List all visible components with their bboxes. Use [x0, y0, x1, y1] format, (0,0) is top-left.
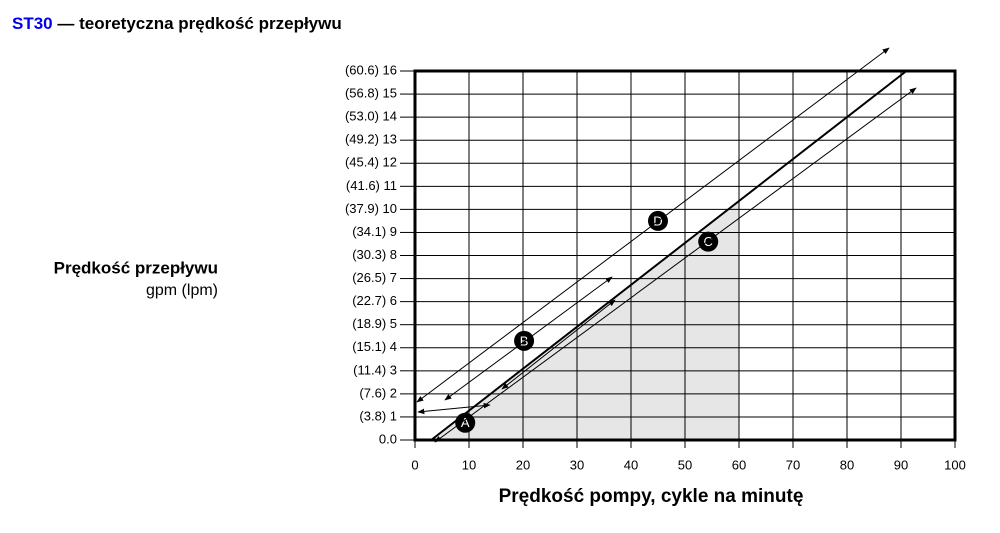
- x-tick-label: 30: [570, 457, 584, 472]
- x-tick-label: 0: [411, 457, 418, 472]
- x-tick-label: 60: [732, 457, 746, 472]
- y-tick-label: (26.5) 7: [352, 270, 397, 285]
- dimension-line: [417, 402, 491, 415]
- dimension-line: [501, 299, 616, 390]
- x-tick-label: 90: [894, 457, 908, 472]
- y-tick-label: (49.2) 13: [345, 132, 397, 147]
- title-prefix: ST30: [12, 14, 53, 33]
- title-text: — teoretyczna prędkość przepływu: [57, 14, 341, 33]
- y-axis-units: gpm (lpm): [146, 282, 218, 299]
- y-tick-label: (15.1) 4: [352, 339, 397, 354]
- y-axis-label: Prędkość przepływu: [54, 258, 218, 277]
- y-tick-label: (45.4) 12: [345, 155, 397, 170]
- y-tick-label: (3.8) 1: [359, 408, 397, 423]
- annotation-label: C: [704, 234, 713, 249]
- plot-area: 0.0 (3.8) 1 (7.6) 2 (11.4) 3 (15.1) 4 (18.9) …: [345, 62, 966, 472]
- x-tick-label: 10: [462, 457, 476, 472]
- y-tick-label: 0.0: [379, 431, 397, 446]
- x-tick-label: 80: [840, 457, 854, 472]
- dimension-lines: [416, 47, 917, 443]
- y-tick-label: (53.0) 14: [345, 109, 397, 124]
- x-tick-label: 20: [516, 457, 530, 472]
- x-axis-label: Prędkość pompy, cykle na minutę: [499, 486, 804, 507]
- annotation-label: B: [520, 333, 529, 348]
- y-tick-label: (34.1) 9: [352, 224, 397, 239]
- y-tick-label: (41.6) 11: [346, 178, 397, 193]
- y-tick-label: (18.9) 5: [352, 316, 397, 331]
- y-tick-label: (30.3) 8: [352, 247, 397, 262]
- y-tick-label: (22.7) 6: [352, 293, 397, 308]
- y-tick-label: (11.4) 3: [353, 362, 397, 377]
- x-tick-label: 100: [944, 457, 966, 472]
- x-tick-label: 50: [678, 457, 692, 472]
- y-tick-label: (7.6) 2: [359, 385, 397, 400]
- y-tick-label: (56.8) 15: [345, 86, 397, 101]
- chart-title: ST30 — teoretyczna prędkość przepływu: [12, 14, 342, 33]
- y-tick-label: (60.6) 16: [345, 62, 397, 77]
- x-tick-label: 40: [624, 457, 638, 472]
- y-tick-label: (37.9) 10: [345, 201, 397, 216]
- x-tick-label: 70: [786, 457, 800, 472]
